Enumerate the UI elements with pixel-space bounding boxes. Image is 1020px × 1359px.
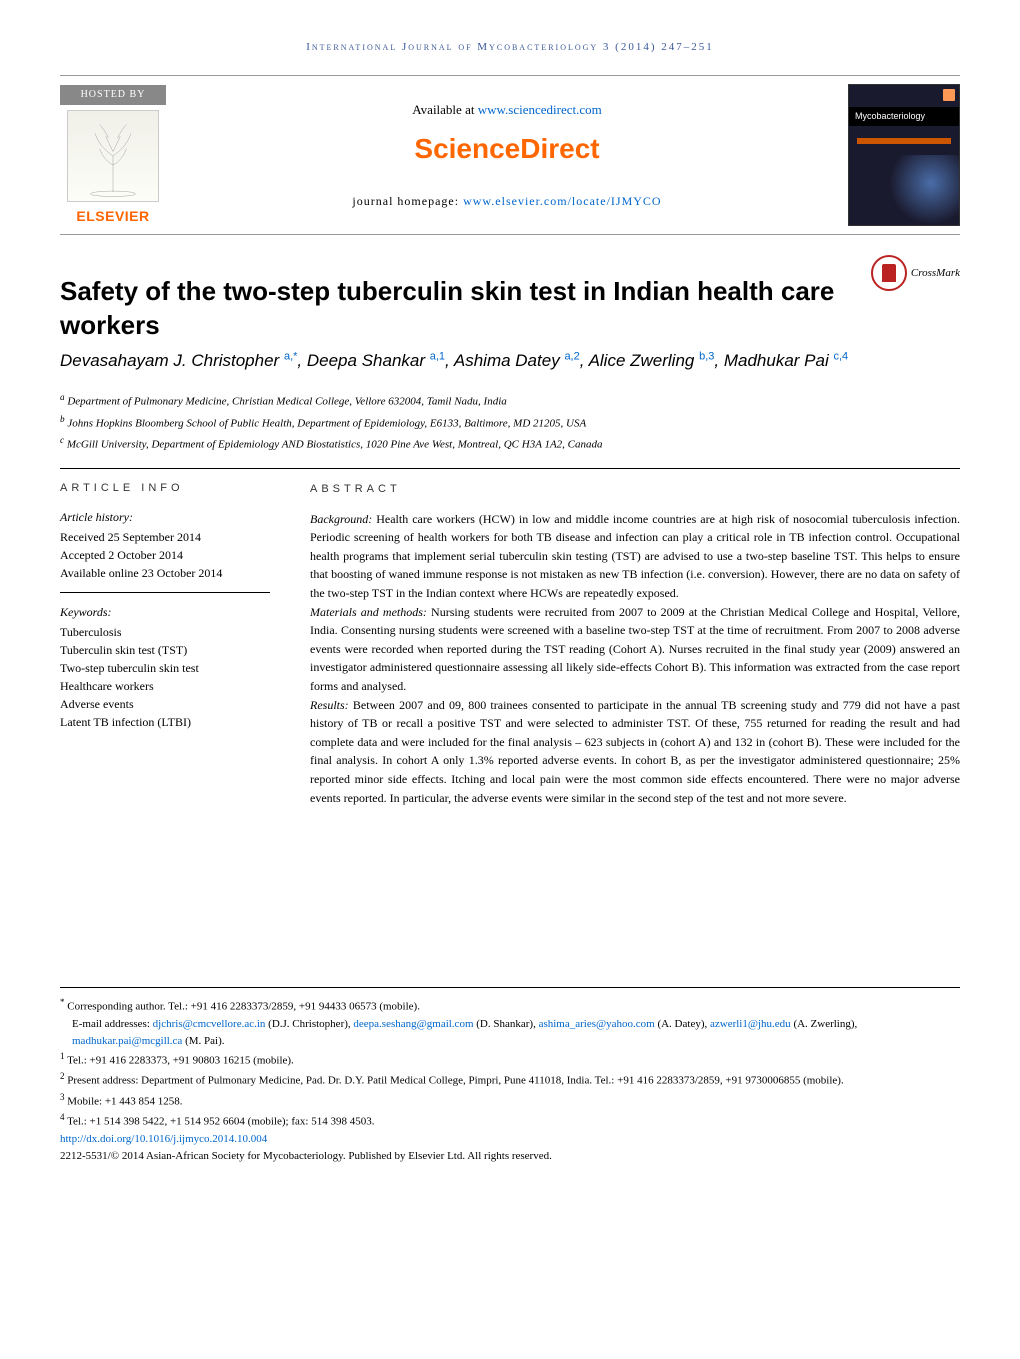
sciencedirect-logo: ScienceDirect — [166, 129, 848, 168]
section-divider — [60, 468, 960, 469]
affiliations: a Department of Pulmonary Medicine, Chri… — [60, 391, 960, 452]
affiliation: Department of Pulmonary Medicine, Christ… — [67, 396, 506, 408]
footnote: Tel.: +91 416 2283373, +91 90803 16215 (… — [67, 1055, 294, 1067]
abstract-background: Health care workers (HCW) in low and mid… — [310, 512, 960, 600]
keyword: Tuberculosis — [60, 623, 270, 641]
hosted-by-label: HOSTED BY — [60, 85, 166, 105]
available-at-text: Available at — [412, 102, 477, 117]
header-center: Available at www.sciencedirect.com Scien… — [166, 101, 848, 210]
abstract-section-label: Background: — [310, 512, 376, 526]
abstract-section-label: Results: — [310, 698, 353, 712]
doi-link[interactable]: http://dx.doi.org/10.1016/j.ijmyco.2014.… — [60, 1133, 267, 1145]
crossmark-icon — [871, 255, 907, 291]
history-label: Article history: — [60, 508, 270, 526]
keywords-block: Keywords: Tuberculosis Tuberculin skin t… — [60, 603, 270, 731]
journal-citation: International Journal of Mycobacteriolog… — [60, 40, 960, 55]
footnote: Tel.: +1 514 398 5422, +1 514 952 6604 (… — [67, 1115, 374, 1127]
journal-homepage-link[interactable]: www.elsevier.com/locate/IJMYCO — [463, 194, 662, 208]
author-list: Devasahayam J. Christopher a,*, Deepa Sh… — [60, 348, 960, 374]
hosted-by-block: HOSTED BY ELSEVIER — [60, 85, 166, 227]
email-name: (A. Datey), — [655, 1018, 710, 1030]
homepage-label: journal homepage: — [352, 194, 463, 208]
article-info-sidebar: ARTICLE INFO Article history: Received 2… — [60, 481, 270, 808]
author: Deepa Shankar — [307, 351, 425, 370]
author-email-link[interactable]: madhukar.pai@mcgill.ca — [72, 1035, 182, 1047]
cover-journal-name: Mycobacteriology — [849, 107, 959, 126]
elsevier-wordmark: ELSEVIER — [60, 207, 166, 227]
affiliation: McGill University, Department of Epidemi… — [67, 438, 603, 450]
email-name: (D. Shankar), — [474, 1018, 539, 1030]
author: Devasahayam J. Christopher — [60, 351, 279, 370]
cover-elsevier-icon — [943, 89, 955, 101]
accepted-date: Accepted 2 October 2014 — [60, 546, 270, 564]
author-email-link[interactable]: azwerli1@jhu.edu — [710, 1018, 791, 1030]
elsevier-tree-icon — [67, 110, 159, 202]
email-name: (D.J. Christopher), — [265, 1018, 353, 1030]
crossmark-badge[interactable]: CrossMark — [871, 255, 960, 291]
journal-homepage-line: journal homepage: www.elsevier.com/locat… — [166, 193, 848, 210]
cover-accent-bar — [857, 138, 951, 144]
crossmark-label: CrossMark — [911, 266, 960, 281]
publisher-header: HOSTED BY ELSEVIER Available at www.scie… — [60, 75, 960, 235]
footnote: Mobile: +1 443 854 1258. — [67, 1095, 182, 1107]
keyword: Adverse events — [60, 695, 270, 713]
journal-cover-thumbnail: Mycobacteriology — [848, 84, 960, 226]
author-affil-link[interactable]: a,2 — [564, 350, 579, 362]
author: Madhukar Pai — [724, 351, 829, 370]
author-affil-link[interactable]: a,1 — [430, 350, 445, 362]
abstract-heading: ABSTRACT — [310, 481, 960, 498]
author: Ashima Datey — [454, 351, 560, 370]
abstract-body: ABSTRACT Background: Health care workers… — [310, 481, 960, 808]
footnote: Present address: Department of Pulmonary… — [67, 1075, 843, 1087]
keyword: Tuberculin skin test (TST) — [60, 641, 270, 659]
keyword: Healthcare workers — [60, 677, 270, 695]
author-affil-link[interactable]: b,3 — [699, 350, 714, 362]
received-date: Received 25 September 2014 — [60, 528, 270, 546]
email-name: (A. Zwerling), — [791, 1018, 858, 1030]
author: Alice Zwerling — [589, 351, 695, 370]
author-affil-link[interactable]: a,* — [284, 350, 297, 362]
corresponding-author-note: Corresponding author. Tel.: +91 416 2283… — [67, 1001, 420, 1013]
abstract-section-label: Materials and methods: — [310, 605, 431, 619]
email-name: (M. Pai). — [182, 1035, 224, 1047]
author-affil-link[interactable]: c,4 — [833, 350, 848, 362]
email-label: E-mail addresses: — [72, 1018, 153, 1030]
article-history-block: Article history: Received 25 September 2… — [60, 508, 270, 593]
copyright-line: 2212-5531/© 2014 Asian-African Society f… — [60, 1148, 960, 1165]
article-info-heading: ARTICLE INFO — [60, 481, 270, 496]
affiliation: Johns Hopkins Bloomberg School of Public… — [67, 417, 586, 429]
article-title: Safety of the two-step tuberculin skin t… — [60, 275, 871, 343]
keywords-label: Keywords: — [60, 603, 270, 621]
sciencedirect-url[interactable]: www.sciencedirect.com — [478, 102, 602, 117]
author-email-link[interactable]: deepa.seshang@gmail.com — [353, 1018, 473, 1030]
abstract-results: Between 2007 and 09, 800 trainees consen… — [310, 698, 960, 805]
available-at-line: Available at www.sciencedirect.com — [166, 101, 848, 119]
author-email-link[interactable]: ashima_aries@yahoo.com — [539, 1018, 655, 1030]
keyword: Two-step tuberculin skin test — [60, 659, 270, 677]
footnotes-block: * Corresponding author. Tel.: +91 416 22… — [60, 987, 960, 1165]
author-email-link[interactable]: djchris@cmcvellore.ac.in — [153, 1018, 266, 1030]
keyword: Latent TB infection (LTBI) — [60, 713, 270, 731]
cover-graphic — [889, 155, 959, 225]
online-date: Available online 23 October 2014 — [60, 564, 270, 582]
